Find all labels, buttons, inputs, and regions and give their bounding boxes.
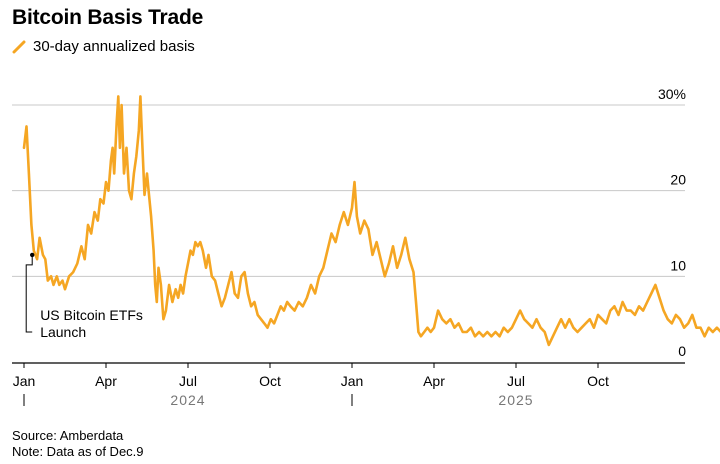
x-tick-label: Apr — [423, 373, 445, 389]
series-layer — [22, 95, 720, 347]
note-text: Note: Data as of Dec.9 — [12, 444, 144, 459]
x-tick-label: Oct — [587, 373, 609, 389]
chart-title: Bitcoin Basis Trade — [12, 6, 204, 29]
y-tick-label: 0 — [678, 343, 686, 359]
footnotes: Source: Amberdata Note: Data as of Dec.9 — [12, 428, 144, 460]
x-tick-label: Oct — [259, 373, 281, 389]
x-axis: Jan Apr Jul Oct Jan Apr Jul Oct 2024 2025 — [12, 362, 685, 408]
legend: 30-day annualized basis — [12, 38, 195, 55]
annotation-label-line1: US Bitcoin ETFs — [40, 307, 143, 323]
y-tick-label: 10 — [670, 257, 686, 273]
x-tick-label: Jul — [507, 373, 525, 389]
year-label: 2024 — [170, 392, 205, 408]
y-tick-label: 30% — [658, 86, 686, 102]
x-tick-label: Apr — [95, 373, 117, 389]
annotation-label-line2: Launch — [40, 324, 86, 340]
x-tick-label: Jul — [179, 373, 197, 389]
y-tick-label: 20 — [670, 172, 686, 188]
annotation-leader-line — [25, 254, 33, 333]
gridlines — [12, 104, 685, 277]
year-label: 2025 — [498, 392, 533, 408]
legend-label: 30-day annualized basis — [33, 38, 195, 55]
legend-swatch-icon — [12, 40, 26, 53]
source-text: Source: Amberdata — [12, 428, 124, 443]
x-tick-label: Jan — [341, 373, 364, 389]
series-line — [22, 95, 720, 347]
x-tick-label: Jan — [13, 373, 36, 389]
y-axis-ticks: 30% 20 10 0 — [658, 86, 686, 359]
